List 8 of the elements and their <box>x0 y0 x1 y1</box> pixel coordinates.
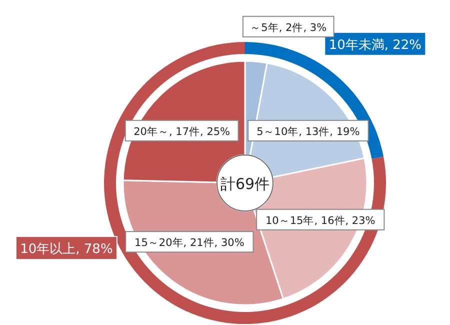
slice-label: 15～20年, 21件, 30% <box>134 237 244 250</box>
slice-label: 10～15年, 16件, 23% <box>266 214 376 227</box>
slice-label: 10年以上, 78% <box>20 242 113 258</box>
text: 計69件 <box>220 175 270 193</box>
slice-label: 20年～, 17件, 25% <box>134 126 230 138</box>
slice-label: 10年未満, 22% <box>328 38 422 53</box>
slice-label: 5～10年, 13件, 19% <box>256 126 360 138</box>
slice-label: ～5年, 2件, 3% <box>250 22 327 34</box>
